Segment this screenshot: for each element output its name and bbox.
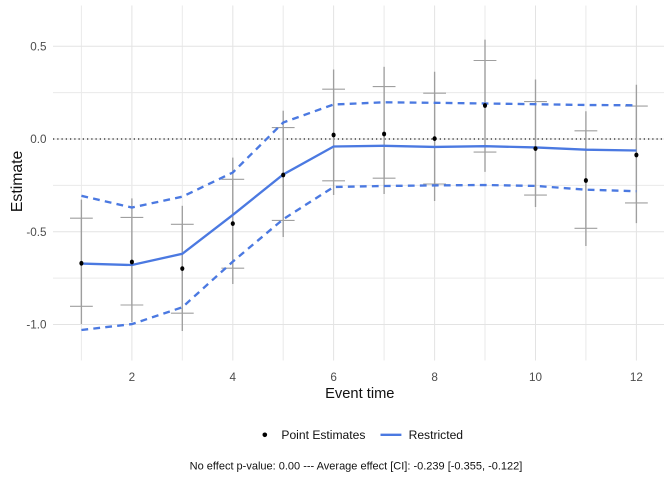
svg-text:2: 2 bbox=[129, 371, 136, 384]
svg-text:Estimate: Estimate bbox=[9, 150, 26, 212]
svg-text:Restricted: Restricted bbox=[409, 428, 463, 442]
svg-text:-1.0: -1.0 bbox=[26, 319, 47, 332]
svg-text:0.5: 0.5 bbox=[30, 41, 47, 54]
svg-text:4: 4 bbox=[230, 371, 237, 384]
svg-text:-0.5: -0.5 bbox=[26, 226, 47, 239]
svg-text:8: 8 bbox=[431, 371, 438, 384]
svg-text:Point Estimates: Point Estimates bbox=[281, 428, 365, 442]
svg-text:10: 10 bbox=[529, 371, 543, 384]
svg-text:6: 6 bbox=[330, 371, 337, 384]
svg-text:0.0: 0.0 bbox=[30, 133, 47, 146]
svg-text:No effect p-value: 0.00 --- Av: No effect p-value: 0.00 --- Average effe… bbox=[190, 460, 523, 472]
svg-text:Event time: Event time bbox=[325, 386, 394, 402]
svg-text:12: 12 bbox=[630, 371, 643, 384]
